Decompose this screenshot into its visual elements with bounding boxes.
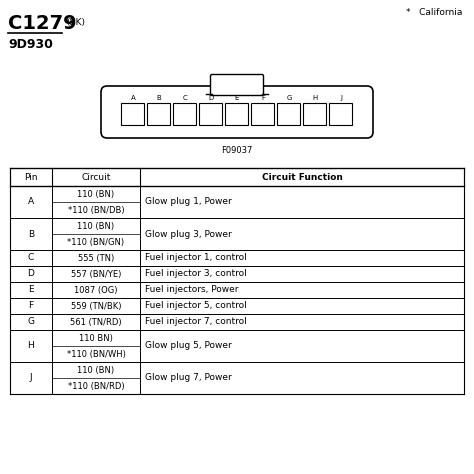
Text: A: A bbox=[28, 198, 34, 207]
Text: B: B bbox=[28, 229, 34, 238]
Text: H: H bbox=[27, 341, 35, 350]
Text: C: C bbox=[28, 254, 34, 263]
Bar bbox=[121, 103, 145, 125]
Bar bbox=[147, 103, 171, 125]
Text: J: J bbox=[30, 374, 32, 383]
FancyBboxPatch shape bbox=[210, 74, 264, 95]
FancyBboxPatch shape bbox=[101, 86, 373, 138]
Text: Fuel injector 1, control: Fuel injector 1, control bbox=[145, 254, 247, 263]
Text: *   California: * California bbox=[406, 8, 462, 17]
Text: F: F bbox=[28, 301, 34, 310]
Text: Glow plug 7, Power: Glow plug 7, Power bbox=[145, 374, 232, 383]
Text: D: D bbox=[209, 95, 214, 101]
Text: *110 (BN/GN): *110 (BN/GN) bbox=[67, 237, 125, 246]
Text: B: B bbox=[156, 95, 161, 101]
Bar bbox=[329, 103, 353, 125]
Text: G: G bbox=[27, 318, 35, 327]
Text: F: F bbox=[261, 95, 265, 101]
Text: Glow plug 3, Power: Glow plug 3, Power bbox=[145, 229, 232, 238]
Text: E: E bbox=[28, 285, 34, 294]
Text: 1087 (OG): 1087 (OG) bbox=[74, 285, 118, 294]
Text: Circuit Function: Circuit Function bbox=[262, 173, 342, 182]
Text: Glow plug 1, Power: Glow plug 1, Power bbox=[145, 198, 232, 207]
Text: 110 BN): 110 BN) bbox=[79, 334, 113, 343]
Text: H: H bbox=[312, 95, 318, 101]
Text: F09037: F09037 bbox=[221, 146, 253, 155]
Text: Fuel injector 7, control: Fuel injector 7, control bbox=[145, 318, 247, 327]
Text: E: E bbox=[235, 95, 239, 101]
Bar bbox=[173, 103, 197, 125]
Text: 110 (BN): 110 (BN) bbox=[77, 190, 115, 199]
Text: G: G bbox=[286, 95, 292, 101]
Text: *110 (BN/RD): *110 (BN/RD) bbox=[68, 382, 124, 391]
Text: D: D bbox=[27, 270, 35, 279]
Bar bbox=[226, 103, 248, 125]
Bar bbox=[252, 103, 274, 125]
Text: Fuel injector 3, control: Fuel injector 3, control bbox=[145, 270, 247, 279]
Text: C1279: C1279 bbox=[8, 14, 77, 33]
Text: A: A bbox=[131, 95, 136, 101]
Text: 110 (BN): 110 (BN) bbox=[77, 221, 115, 230]
Text: Fuel injector 5, control: Fuel injector 5, control bbox=[145, 301, 247, 310]
Text: Fuel injectors, Power: Fuel injectors, Power bbox=[145, 285, 238, 294]
Text: Circuit: Circuit bbox=[82, 173, 111, 182]
Bar bbox=[277, 103, 301, 125]
Text: 110 (BN): 110 (BN) bbox=[77, 365, 115, 374]
Bar bbox=[303, 103, 327, 125]
Text: *110 (BN/DB): *110 (BN/DB) bbox=[68, 206, 124, 215]
Bar bbox=[200, 103, 222, 125]
Text: *110 (BN/WH): *110 (BN/WH) bbox=[66, 349, 126, 358]
Text: 561 (TN/RD): 561 (TN/RD) bbox=[70, 318, 122, 327]
Text: 559 (TN/BK): 559 (TN/BK) bbox=[71, 301, 121, 310]
Text: C: C bbox=[182, 95, 187, 101]
Text: 555 (TN): 555 (TN) bbox=[78, 254, 114, 263]
Text: Pin: Pin bbox=[24, 173, 38, 182]
Text: J: J bbox=[340, 95, 342, 101]
Text: 557 (BN/YE): 557 (BN/YE) bbox=[71, 270, 121, 279]
Text: 9D930: 9D930 bbox=[8, 38, 53, 51]
Text: (BK): (BK) bbox=[66, 18, 85, 27]
Text: Glow plug 5, Power: Glow plug 5, Power bbox=[145, 341, 232, 350]
